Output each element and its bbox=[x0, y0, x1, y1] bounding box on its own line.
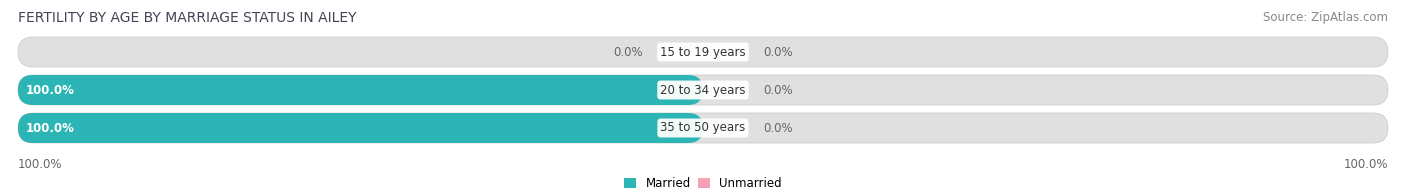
Text: 20 to 34 years: 20 to 34 years bbox=[661, 83, 745, 96]
Legend: Married, Unmarried: Married, Unmarried bbox=[624, 177, 782, 190]
Text: 0.0%: 0.0% bbox=[763, 83, 793, 96]
Text: 35 to 50 years: 35 to 50 years bbox=[661, 122, 745, 134]
FancyBboxPatch shape bbox=[18, 75, 703, 105]
Text: 0.0%: 0.0% bbox=[763, 45, 793, 58]
FancyBboxPatch shape bbox=[18, 113, 1388, 143]
Text: 0.0%: 0.0% bbox=[763, 122, 793, 134]
Text: 15 to 19 years: 15 to 19 years bbox=[661, 45, 745, 58]
FancyBboxPatch shape bbox=[18, 37, 1388, 67]
FancyBboxPatch shape bbox=[18, 75, 1388, 105]
Text: FERTILITY BY AGE BY MARRIAGE STATUS IN AILEY: FERTILITY BY AGE BY MARRIAGE STATUS IN A… bbox=[18, 11, 357, 25]
Text: 0.0%: 0.0% bbox=[613, 45, 643, 58]
FancyBboxPatch shape bbox=[18, 113, 703, 143]
Text: 100.0%: 100.0% bbox=[25, 122, 75, 134]
Text: Source: ZipAtlas.com: Source: ZipAtlas.com bbox=[1263, 11, 1388, 24]
Text: 100.0%: 100.0% bbox=[1344, 158, 1388, 171]
Text: 100.0%: 100.0% bbox=[18, 158, 62, 171]
Text: 100.0%: 100.0% bbox=[25, 83, 75, 96]
